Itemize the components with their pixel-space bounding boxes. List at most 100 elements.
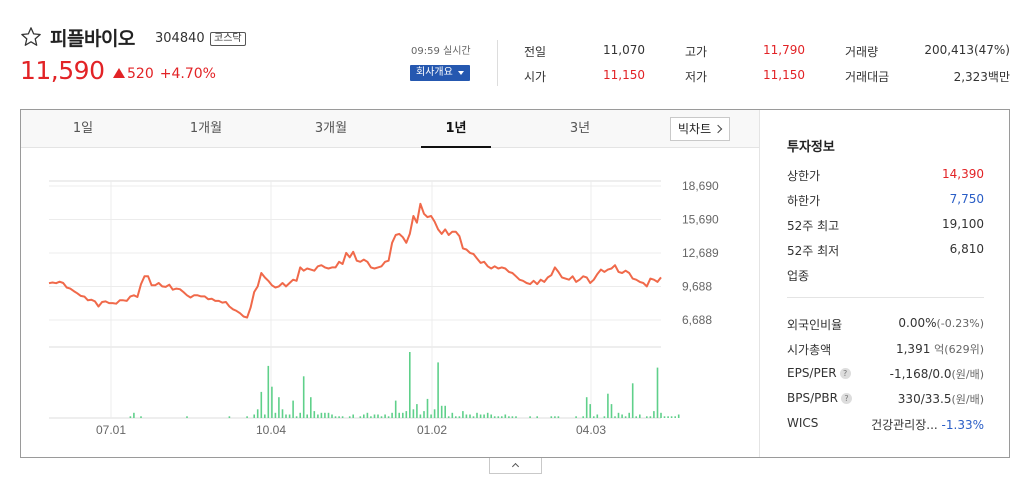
invest-subvalue: (-0.23%) [936, 317, 985, 330]
invest-label: 52주 최고 [787, 219, 840, 233]
volume-bar [529, 416, 531, 418]
volume-bar [490, 414, 492, 418]
invest-label: EPS/PER [787, 366, 837, 380]
caret-down-icon [458, 71, 464, 75]
volume-bar [313, 411, 316, 418]
y-tick-label: 6,688 [682, 313, 712, 327]
volume-bar [387, 416, 390, 418]
invest-label: 외국인비율 [787, 318, 843, 332]
volume-bar [508, 416, 510, 418]
tab-1month[interactable]: 1개월 [189, 121, 223, 136]
volume-bar [412, 409, 415, 418]
tab-1day[interactable]: 1일 [72, 121, 94, 136]
volume-bar [476, 412, 478, 418]
volume-bar [670, 416, 673, 418]
invest-row: WICS 건강관리장... -1.33% [787, 416, 984, 432]
volume-bar [419, 414, 422, 418]
volume-bar [416, 404, 418, 418]
invest-label: 하한가 [787, 194, 821, 208]
volume-bar [228, 416, 231, 418]
chart-panel: 1일 1개월 3개월 1년 3년 빅차트 18,690 15,690 12,689 9… [20, 109, 1010, 458]
volume-bar [628, 412, 630, 418]
x-tick-label: 10.04 [256, 423, 286, 437]
stock-header: 피플바이오 304840 코스닥 11,590 520 +4.70% 09:59 … [0, 0, 1034, 108]
volume-bar [554, 416, 556, 418]
stock-name: 피플바이오 [50, 28, 135, 50]
invest-value: -1,168/0.0 [889, 367, 952, 381]
volume-bar [585, 397, 588, 418]
x-tick-label: 07.01 [96, 423, 126, 437]
volume-bar [256, 409, 259, 418]
invest-label: 시가총액 [787, 343, 832, 357]
volume-bar [327, 412, 330, 418]
invest-value: 6,810 [949, 242, 984, 256]
volume-bar [610, 404, 613, 418]
market-badge: 코스닥 [210, 32, 246, 46]
volume-bar [663, 416, 666, 418]
quote-value: 11,070 [603, 43, 645, 57]
volume-bar [380, 416, 383, 418]
volume-bar [310, 397, 312, 418]
quote-label: 거래대금 [845, 70, 890, 84]
volume-bar [656, 367, 659, 418]
invest-subvalue: (원/배) [951, 368, 984, 381]
volume-bar [278, 397, 280, 418]
invest-value: 330/33.5 [897, 392, 952, 406]
invest-value: -1.33% [941, 418, 984, 432]
volume-bar [504, 414, 507, 418]
invest-row: EPS/PER? -1,168/0.0(원/배) [787, 366, 984, 382]
volume-bar [288, 414, 291, 418]
company-overview-label: 회사개요 [416, 67, 453, 78]
price-change: 520 +4.70% [113, 66, 216, 82]
volume-bar [302, 376, 305, 418]
volume-bar [624, 416, 627, 418]
tab-3year[interactable]: 3년 [569, 121, 591, 136]
price-chart: 18,690 15,690 12,689 9,688 6,688 07.01 10.04 01… [48, 179, 719, 437]
tab-3month[interactable]: 3개월 [314, 121, 348, 136]
big-chart-label: 빅차트 [678, 122, 712, 136]
help-icon[interactable]: ? [839, 368, 851, 379]
tab-1year[interactable]: 1년 [421, 110, 491, 148]
quote-value: 200,413(47%) [924, 43, 1010, 57]
volume-bar [536, 416, 538, 418]
volume-bar [465, 414, 468, 418]
collapse-chart-button[interactable] [489, 458, 542, 474]
volume-bar [317, 414, 319, 418]
volume-bar [384, 414, 386, 418]
volume-bar [677, 414, 680, 418]
volume-bar [603, 416, 606, 418]
chevron-right-icon [713, 124, 723, 134]
quote-label: 고가 [685, 45, 708, 59]
volume-bar [338, 416, 340, 418]
volume-bar [550, 416, 553, 418]
volume-bar [405, 411, 408, 418]
volume-bar [324, 412, 326, 418]
invest-label: 상한가 [787, 169, 821, 183]
volume-bar [246, 416, 248, 418]
x-tick-label: 01.02 [417, 423, 447, 437]
volume-bar [409, 352, 411, 418]
invest-value: 14,390 [942, 167, 984, 181]
volume-bar [398, 412, 400, 418]
volume-bar [575, 416, 577, 418]
volume-bar [649, 416, 652, 418]
big-chart-button[interactable]: 빅차트 [670, 117, 730, 141]
volume-bar [447, 416, 450, 418]
quote-label: 전일 [524, 45, 547, 59]
volume-bar [306, 414, 308, 418]
company-overview-button[interactable]: 회사개요 [410, 65, 470, 81]
star-icon[interactable] [20, 26, 42, 48]
change-percent: +4.70% [159, 66, 216, 82]
invest-row: 52주 최고 19,100 [787, 217, 984, 233]
volume-bar [493, 416, 496, 418]
volume-bar [391, 412, 393, 418]
volume-bar [253, 414, 255, 418]
volume-bar [348, 416, 351, 418]
volume-bar [267, 365, 270, 418]
volume-bar [667, 416, 669, 418]
help-icon[interactable]: ? [840, 393, 852, 404]
volume-bar [617, 412, 620, 418]
wics-sector-link[interactable]: 건강관리장... [871, 418, 938, 432]
volume-bar [437, 362, 439, 418]
invest-row: 하한가 7,750 [787, 192, 984, 208]
